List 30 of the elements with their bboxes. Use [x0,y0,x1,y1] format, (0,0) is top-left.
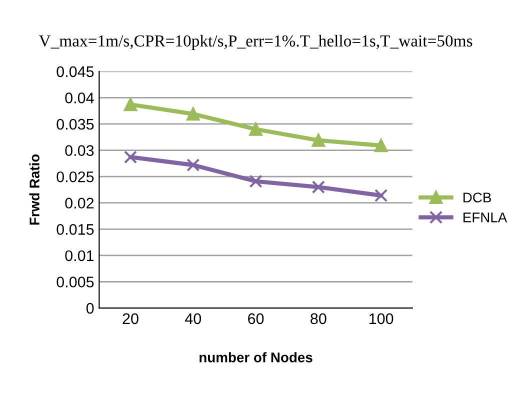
y-tick-label: 0.035 [56,118,94,130]
x-tick-label: 60 [248,313,264,324]
point [124,150,138,164]
x-tick-label: 80 [310,313,326,324]
x-tick-label: 40 [184,313,202,324]
x-axis-title: number of Nodes [200,352,312,362]
y-tick-label: 0.04 [65,92,94,104]
point [249,174,262,188]
point [186,158,200,172]
y-tick-label: 0.005 [56,276,94,288]
point [249,122,262,136]
x-tick-label: 20 [122,313,138,324]
point [312,180,326,194]
x-tick-label: 100 [369,313,394,324]
legend-label: DCB [464,192,491,202]
chart-title: V_max=1m/s,CPR=10pkt/s,P_err=1%.T_hello=1s,T_wait=50ms [38,34,472,50]
y-tick-label: 0 [86,302,94,314]
y-tick-label: 0.045 [56,66,94,78]
point [374,138,388,152]
y-axis-title: Frwd Ratio [29,154,40,225]
point [186,107,200,121]
point [374,188,388,202]
y-tick-label: 0.01 [65,250,94,262]
y-tick-label: 0.03 [65,145,94,156]
y-tick-label: 0.02 [65,198,94,209]
y-tick-label: 0.015 [56,224,94,235]
point [312,134,326,147]
legend-label: EFNLA [464,212,508,222]
point [124,98,138,112]
y-tick-label: 0.025 [56,171,94,182]
